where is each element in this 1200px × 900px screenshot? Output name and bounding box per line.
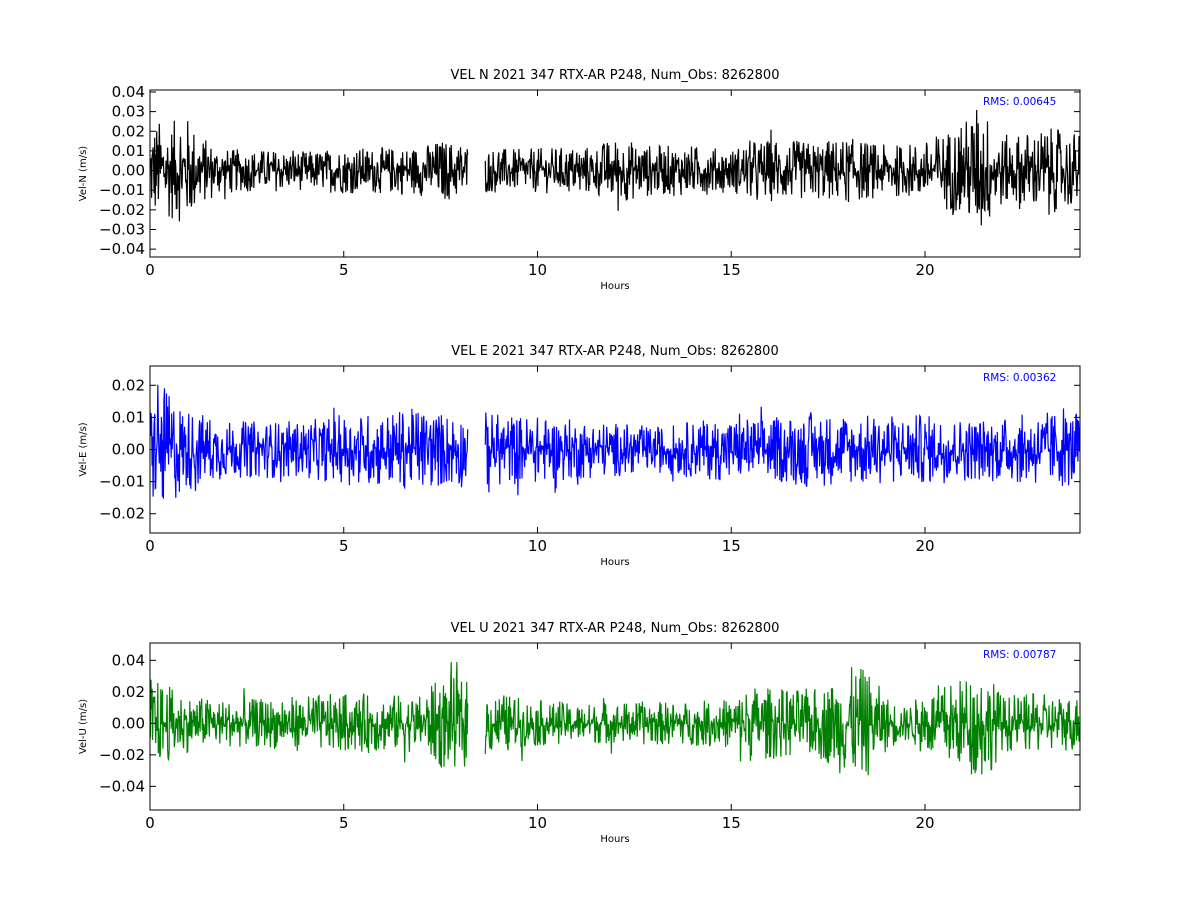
- y-tick-label: −0.01: [99, 181, 145, 199]
- chart-panel-3: VEL U 2021 347 RTX-AR P248, Num_Obs: 826…: [78, 621, 1081, 845]
- x-tick-label: 15: [722, 814, 741, 832]
- x-tick-label: 5: [339, 814, 349, 832]
- data-trace: [150, 661, 1080, 776]
- x-axis-label: Hours: [600, 281, 629, 292]
- y-tick-label: −0.04: [99, 777, 145, 795]
- y-tick-label: 0.03: [112, 103, 145, 121]
- x-axis-label: Hours: [600, 557, 629, 568]
- x-tick-label: 10: [528, 261, 547, 279]
- y-tick-label: −0.01: [99, 473, 145, 491]
- chart-title: VEL E 2021 347 RTX-AR P248, Num_Obs: 826…: [451, 344, 778, 359]
- y-axis-label: Vel-E (m/s): [78, 422, 89, 476]
- y-tick-label: 0.02: [112, 122, 145, 140]
- y-tick-label: 0.02: [112, 683, 145, 701]
- rms-annotation: RMS: 0.00645: [983, 96, 1056, 108]
- plot-frame: [149, 642, 1081, 811]
- x-tick-label: 0: [145, 537, 155, 555]
- x-tick-label: 20: [915, 537, 934, 555]
- x-tick-label: 0: [145, 261, 155, 279]
- y-tick-label: −0.02: [99, 505, 145, 523]
- x-tick-label: 0: [145, 814, 155, 832]
- chart-panel-2: VEL E 2021 347 RTX-AR P248, Num_Obs: 826…: [78, 344, 1081, 568]
- chart-title: VEL U 2021 347 RTX-AR P248, Num_Obs: 826…: [451, 621, 780, 636]
- y-axis-label: Vel-U (m/s): [78, 699, 89, 754]
- rms-annotation: RMS: 0.00362: [983, 372, 1056, 384]
- y-tick-label: 0.02: [112, 376, 145, 394]
- chart-panel-1: VEL N 2021 347 RTX-AR P248, Num_Obs: 826…: [78, 68, 1081, 292]
- y-tick-label: −0.03: [99, 220, 145, 238]
- y-tick-label: −0.02: [99, 746, 145, 764]
- data-trace: [150, 109, 1080, 226]
- plot-frame: [149, 89, 1081, 258]
- y-tick-label: 0.00: [112, 441, 145, 459]
- y-tick-label: −0.04: [99, 240, 145, 258]
- y-tick-label: 0.04: [112, 83, 145, 101]
- x-tick-label: 20: [915, 261, 934, 279]
- x-tick-label: 5: [339, 261, 349, 279]
- y-tick-label: 0.01: [112, 408, 145, 426]
- x-tick-label: 15: [722, 537, 741, 555]
- x-tick-label: 20: [915, 814, 934, 832]
- x-tick-label: 15: [722, 261, 741, 279]
- data-trace: [150, 384, 1080, 499]
- y-tick-label: 0.00: [112, 162, 145, 180]
- chart-title: VEL N 2021 347 RTX-AR P248, Num_Obs: 826…: [451, 68, 780, 83]
- y-tick-label: 0.01: [112, 142, 145, 160]
- y-tick-label: 0.00: [112, 714, 145, 732]
- y-tick-label: −0.02: [99, 201, 145, 219]
- x-tick-label: 10: [528, 814, 547, 832]
- y-axis-label: Vel-N (m/s): [78, 146, 89, 201]
- x-tick-label: 10: [528, 537, 547, 555]
- x-tick-label: 5: [339, 537, 349, 555]
- rms-annotation: RMS: 0.00787: [983, 649, 1056, 661]
- x-axis-label: Hours: [600, 834, 629, 845]
- y-tick-label: 0.04: [112, 651, 145, 669]
